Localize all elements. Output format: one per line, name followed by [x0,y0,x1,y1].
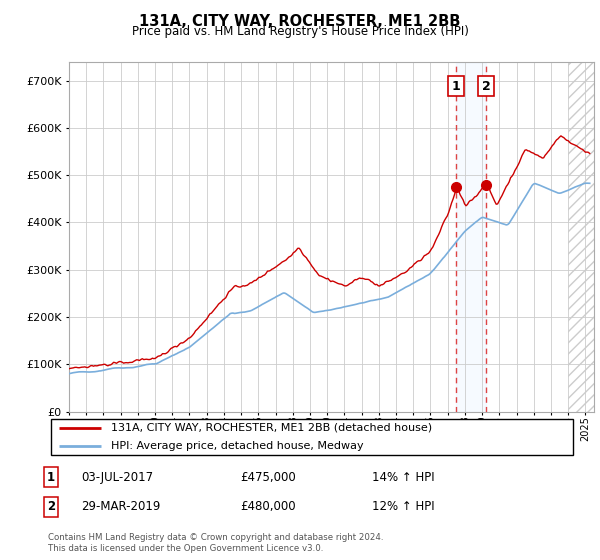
Text: Contains HM Land Registry data © Crown copyright and database right 2024.
This d: Contains HM Land Registry data © Crown c… [48,533,383,553]
Bar [457,62,487,412]
Bar [568,62,594,412]
Text: 131A, CITY WAY, ROCHESTER, ME1 2BB (detached house): 131A, CITY WAY, ROCHESTER, ME1 2BB (deta… [112,423,433,433]
Text: 1: 1 [452,80,461,92]
Text: £475,000: £475,000 [240,470,296,484]
Text: 2: 2 [47,500,55,514]
Text: £480,000: £480,000 [240,500,296,514]
Text: 14% ↑ HPI: 14% ↑ HPI [372,470,434,484]
Text: 12% ↑ HPI: 12% ↑ HPI [372,500,434,514]
Text: HPI: Average price, detached house, Medway: HPI: Average price, detached house, Medw… [112,441,364,451]
Text: 131A, CITY WAY, ROCHESTER, ME1 2BB: 131A, CITY WAY, ROCHESTER, ME1 2BB [139,14,461,29]
Text: 29-MAR-2019: 29-MAR-2019 [81,500,160,514]
Bar [568,62,594,412]
Text: Price paid vs. HM Land Registry's House Price Index (HPI): Price paid vs. HM Land Registry's House … [131,25,469,38]
Text: 1: 1 [47,470,55,484]
Text: 03-JUL-2017: 03-JUL-2017 [81,470,153,484]
FancyBboxPatch shape [50,419,574,455]
Text: 2: 2 [482,80,491,92]
